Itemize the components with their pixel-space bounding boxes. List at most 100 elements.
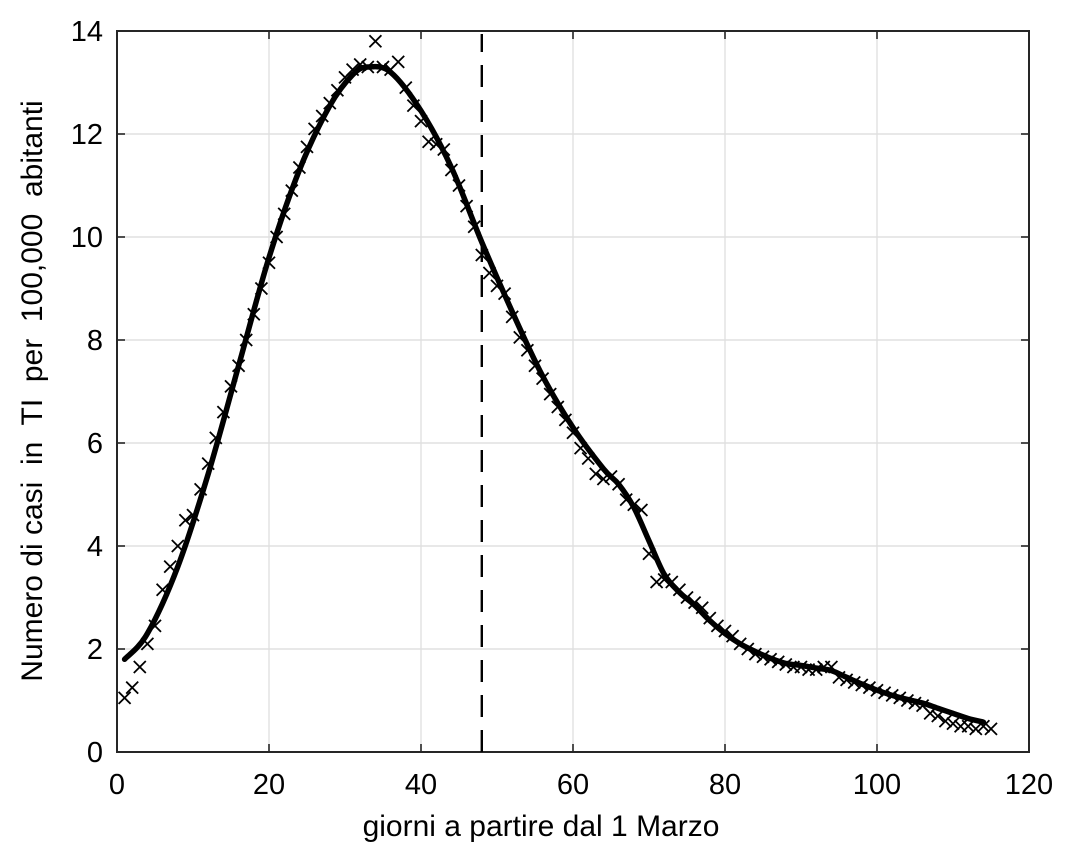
data-marker-x xyxy=(437,142,451,157)
data-marker-x xyxy=(543,387,557,401)
y-tick-label: 0 xyxy=(87,737,103,769)
y-tick-label: 2 xyxy=(87,634,103,666)
data-marker-x xyxy=(429,137,443,151)
data-marker-x xyxy=(505,310,519,324)
x-tick-label: 20 xyxy=(253,769,285,801)
data-marker-x xyxy=(231,359,246,373)
data-marker-x xyxy=(756,650,770,664)
data-marker-x xyxy=(923,706,937,721)
x-tick-label: 40 xyxy=(405,769,437,801)
smoothed-curve xyxy=(121,63,987,725)
data-marker-x xyxy=(748,647,763,661)
data-marker-x xyxy=(406,99,421,113)
data-marker-x xyxy=(619,493,633,507)
data-marker-x xyxy=(345,62,360,77)
data-marker-x xyxy=(307,122,322,136)
data-marker-x xyxy=(900,693,915,708)
data-marker-x xyxy=(642,547,656,561)
data-marker-x xyxy=(254,281,269,296)
data-marker-x xyxy=(611,477,626,491)
data-marker-x xyxy=(771,655,785,669)
data-marker-x xyxy=(178,513,193,527)
data-marker-x xyxy=(855,678,869,692)
data-marker-x xyxy=(361,60,375,74)
data-marker-x xyxy=(520,343,535,357)
data-marker-x xyxy=(710,619,725,633)
x-tick-label: 80 xyxy=(709,769,741,801)
data-marker-x xyxy=(566,426,580,440)
data-marker-x xyxy=(649,575,664,589)
data-marker-x xyxy=(323,96,337,110)
data-marker-x xyxy=(824,660,839,674)
data-marker-x xyxy=(117,691,132,705)
data-marker-x xyxy=(589,467,603,481)
data-marker-x xyxy=(171,539,185,553)
data-marker-x xyxy=(687,596,702,610)
data-marker-x xyxy=(201,456,215,471)
data-marker-x xyxy=(482,266,497,280)
data-marker-x xyxy=(946,717,960,731)
data-marker-x xyxy=(984,722,998,736)
data-marker-x xyxy=(528,359,542,373)
data-marker-x xyxy=(330,83,345,97)
y-tick-label: 6 xyxy=(87,428,103,460)
data-marker-x xyxy=(148,619,162,633)
data-marker-x xyxy=(475,248,489,262)
data-marker-x xyxy=(877,686,892,700)
x-tick-label: 100 xyxy=(853,769,901,801)
data-marker-x xyxy=(733,637,747,651)
data-marker-x xyxy=(657,572,671,587)
data-marker-x xyxy=(908,696,922,710)
data-marker-x xyxy=(315,109,329,123)
data-marker-x xyxy=(140,637,155,651)
data-marker-x xyxy=(551,400,565,414)
data-marker-x xyxy=(634,503,649,517)
data-marker-x xyxy=(627,498,641,512)
data-marker-x xyxy=(155,583,170,597)
x-tick-label: 120 xyxy=(1005,769,1053,801)
data-marker-x xyxy=(862,680,877,695)
data-marker-x xyxy=(893,691,907,705)
data-marker-x xyxy=(931,709,945,723)
data-marker-x xyxy=(497,287,512,301)
data-marker-x xyxy=(832,670,846,684)
data-marker-x xyxy=(452,178,466,193)
data-marker-x xyxy=(938,714,953,728)
data-marker-x xyxy=(961,719,975,733)
data-marker-x xyxy=(262,256,276,270)
y-tick-label: 10 xyxy=(71,222,103,254)
data-marker-x xyxy=(193,482,208,496)
data-marker-x xyxy=(558,413,573,427)
data-marker-x xyxy=(300,140,314,154)
data-marker-x xyxy=(209,431,223,445)
data-marker-x xyxy=(741,642,755,656)
data-marker-x xyxy=(680,590,694,605)
data-marker-x xyxy=(368,34,383,48)
data-marker-x xyxy=(239,333,253,347)
data-marker-x xyxy=(216,405,231,419)
x-axis-label: giorni a partire dal 1 Marzo xyxy=(362,810,720,843)
data-marker-x xyxy=(285,184,299,198)
data-marker-x xyxy=(444,163,459,177)
data-marker-x xyxy=(269,230,284,244)
data-marker-x xyxy=(186,508,200,522)
data-marker-x xyxy=(247,307,261,321)
data-marker-x xyxy=(870,683,884,697)
data-marker-x xyxy=(581,451,595,466)
data-marker-x xyxy=(467,220,481,234)
x-tick-label: 60 xyxy=(557,769,589,801)
data-marker-x xyxy=(133,660,147,674)
data-marker-x xyxy=(277,207,291,221)
data-marker-x xyxy=(391,55,405,69)
data-marker-x xyxy=(573,441,588,455)
data-marker-x xyxy=(163,559,177,574)
y-tick-label: 12 xyxy=(71,119,103,151)
data-marker-x xyxy=(976,719,991,733)
data-marker-x xyxy=(839,673,854,687)
data-marker-x xyxy=(718,624,732,638)
data-marker-x xyxy=(376,60,390,74)
x-tick-label: 0 xyxy=(109,769,125,801)
data-marker-x xyxy=(779,657,793,672)
